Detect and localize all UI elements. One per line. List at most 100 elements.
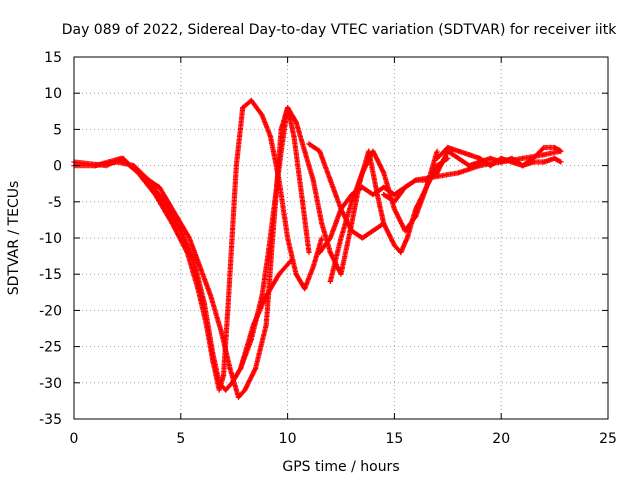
data-point xyxy=(359,235,365,241)
data-point xyxy=(391,199,397,205)
data-point xyxy=(152,191,158,198)
data-series xyxy=(71,97,564,400)
data-point xyxy=(402,184,408,190)
data-point xyxy=(293,119,299,125)
data-point xyxy=(233,163,239,169)
data-point xyxy=(338,271,344,277)
data-point xyxy=(477,155,483,161)
data-point xyxy=(455,148,462,154)
chart-title: Day 089 of 2022, Sidereal Day-to-day VTE… xyxy=(62,22,617,38)
data-point xyxy=(278,148,284,154)
data-point xyxy=(552,144,558,151)
data-point xyxy=(466,152,472,158)
data-point xyxy=(263,322,269,328)
data-point xyxy=(306,141,312,147)
x-tick-label: 25 xyxy=(599,431,617,447)
data-point xyxy=(423,177,430,183)
data-point xyxy=(359,184,365,190)
y-tick-label: -30 xyxy=(39,376,62,392)
x-tick-label: 5 xyxy=(176,431,185,447)
data-point xyxy=(359,170,365,176)
data-point xyxy=(218,329,224,335)
data-point xyxy=(338,206,344,212)
data-point xyxy=(195,286,201,292)
y-tick-label: 10 xyxy=(44,86,62,102)
data-point xyxy=(208,293,214,299)
x-tick-label: 0 xyxy=(70,431,79,447)
series-track-8 xyxy=(381,148,564,205)
data-point xyxy=(455,155,462,161)
y-tick-label: -15 xyxy=(39,267,62,283)
data-point xyxy=(519,163,526,169)
data-point xyxy=(302,286,308,292)
data-point xyxy=(370,191,376,198)
data-point xyxy=(156,184,163,190)
y-tick-label: 0 xyxy=(53,159,62,175)
data-point xyxy=(173,213,180,219)
data-point xyxy=(498,155,504,161)
data-point xyxy=(317,249,323,256)
x-tick-label: 20 xyxy=(492,431,510,447)
data-point xyxy=(381,191,387,198)
data-point xyxy=(310,177,316,183)
y-tick-label: -5 xyxy=(48,195,62,211)
data-point xyxy=(552,155,558,161)
data-point xyxy=(248,336,254,342)
data-point xyxy=(240,105,246,111)
data-point xyxy=(197,264,203,270)
data-point xyxy=(466,163,472,169)
data-point xyxy=(229,235,235,241)
x-axis: 0 5 10 15 20 25 xyxy=(70,57,617,447)
data-point xyxy=(327,235,333,241)
data-point xyxy=(541,159,547,165)
data-point xyxy=(487,155,494,161)
data-point xyxy=(235,394,242,400)
data-point xyxy=(293,271,299,277)
data-point xyxy=(299,199,306,205)
data-point xyxy=(276,271,282,277)
data-point xyxy=(238,365,244,371)
data-point xyxy=(381,220,387,227)
data-point xyxy=(248,97,254,104)
data-point xyxy=(445,144,451,151)
data-point xyxy=(370,228,376,234)
data-point xyxy=(349,228,355,234)
data-point xyxy=(306,249,312,256)
y-axis: 15 10 5 0 -5 -10 -15 -20 -25 -30 -35 xyxy=(39,50,608,428)
data-point xyxy=(285,235,291,241)
data-point xyxy=(118,155,124,161)
y-axis-label: SDTVAR / TECUs xyxy=(6,181,22,296)
data-point xyxy=(178,228,184,234)
data-point xyxy=(227,365,233,371)
data-point xyxy=(434,170,440,176)
y-tick-label: -10 xyxy=(39,231,62,247)
data-point xyxy=(434,155,440,161)
data-point xyxy=(135,170,141,176)
data-point xyxy=(434,148,440,154)
data-point xyxy=(541,152,547,158)
x-axis-label: GPS time / hours xyxy=(282,459,399,475)
data-point xyxy=(381,170,387,176)
y-tick-label: -35 xyxy=(39,412,62,428)
data-point xyxy=(404,235,410,241)
data-point xyxy=(509,159,515,165)
data-point xyxy=(541,144,547,151)
data-point xyxy=(210,358,216,364)
y-tick-label: -25 xyxy=(39,340,62,356)
data-point xyxy=(310,264,316,270)
series-track-6 xyxy=(327,148,451,285)
data-point xyxy=(370,148,376,154)
data-point xyxy=(220,372,227,379)
data-point xyxy=(402,228,408,234)
data-point xyxy=(161,199,167,205)
data-point xyxy=(487,163,494,169)
y-tick-label: 5 xyxy=(53,122,62,138)
data-point xyxy=(216,387,222,393)
x-tick-label: 10 xyxy=(279,431,297,447)
data-point xyxy=(169,220,175,227)
data-point xyxy=(242,387,248,393)
data-point xyxy=(558,159,564,165)
y-tick-label: 15 xyxy=(44,50,62,66)
